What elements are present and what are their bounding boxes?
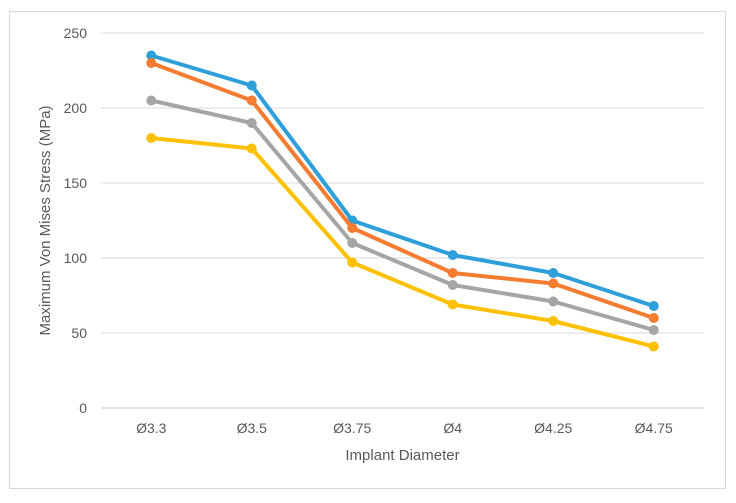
gridlines: [101, 32, 704, 409]
data-point: [347, 238, 358, 248]
x-axis-title: Implant Diameter: [345, 447, 459, 464]
data-point: [447, 250, 458, 260]
data-point: [246, 118, 257, 128]
data-point: [648, 313, 659, 323]
y-tick-label: 100: [64, 250, 88, 266]
data-point: [548, 268, 559, 278]
series-1: [146, 50, 659, 311]
x-tick-label: Ø4.75: [635, 420, 673, 436]
series-2: [146, 58, 659, 323]
series-line: [149, 61, 656, 320]
x-tick-label: Ø3.3: [136, 420, 167, 436]
series-line: [149, 136, 656, 349]
series-3: [146, 95, 659, 335]
data-point: [146, 58, 157, 68]
data-point: [548, 296, 559, 307]
series-4: [146, 133, 659, 352]
data-point: [246, 143, 257, 154]
data-point: [648, 301, 659, 311]
x-tick-label: Ø3.5: [237, 420, 268, 436]
x-tick-label: Ø4.25: [534, 420, 572, 436]
y-tick-label: 200: [64, 100, 88, 116]
series-group: [146, 50, 659, 352]
data-point: [347, 223, 358, 233]
data-point: [548, 316, 559, 326]
y-tick-label: 250: [64, 25, 88, 41]
data-point: [347, 257, 358, 268]
y-axis-ticks: 0 50 100 150 200 250: [64, 25, 88, 416]
data-point: [648, 341, 659, 352]
y-tick-label: 0: [79, 400, 87, 416]
x-tick-label: Ø4: [443, 420, 462, 436]
data-point: [146, 50, 157, 61]
y-tick-label: 50: [71, 325, 87, 341]
y-tick-label: 150: [64, 175, 88, 191]
y-axis-title: Maximum Von Mises Stress (MPa): [37, 105, 54, 335]
series-line: [149, 98, 656, 332]
x-tick-label: Ø3.75: [333, 420, 371, 436]
data-point: [146, 133, 157, 143]
data-point: [146, 95, 157, 106]
x-axis-ticks: Ø3.3 Ø3.5 Ø3.75 Ø4 Ø4.25 Ø4.75: [136, 420, 673, 436]
data-point: [548, 278, 559, 289]
data-point: [447, 280, 458, 290]
data-point: [246, 80, 257, 91]
data-point: [447, 299, 458, 310]
data-point: [246, 95, 257, 106]
series-line: [149, 53, 656, 308]
data-point: [648, 325, 659, 335]
data-point: [447, 268, 458, 278]
